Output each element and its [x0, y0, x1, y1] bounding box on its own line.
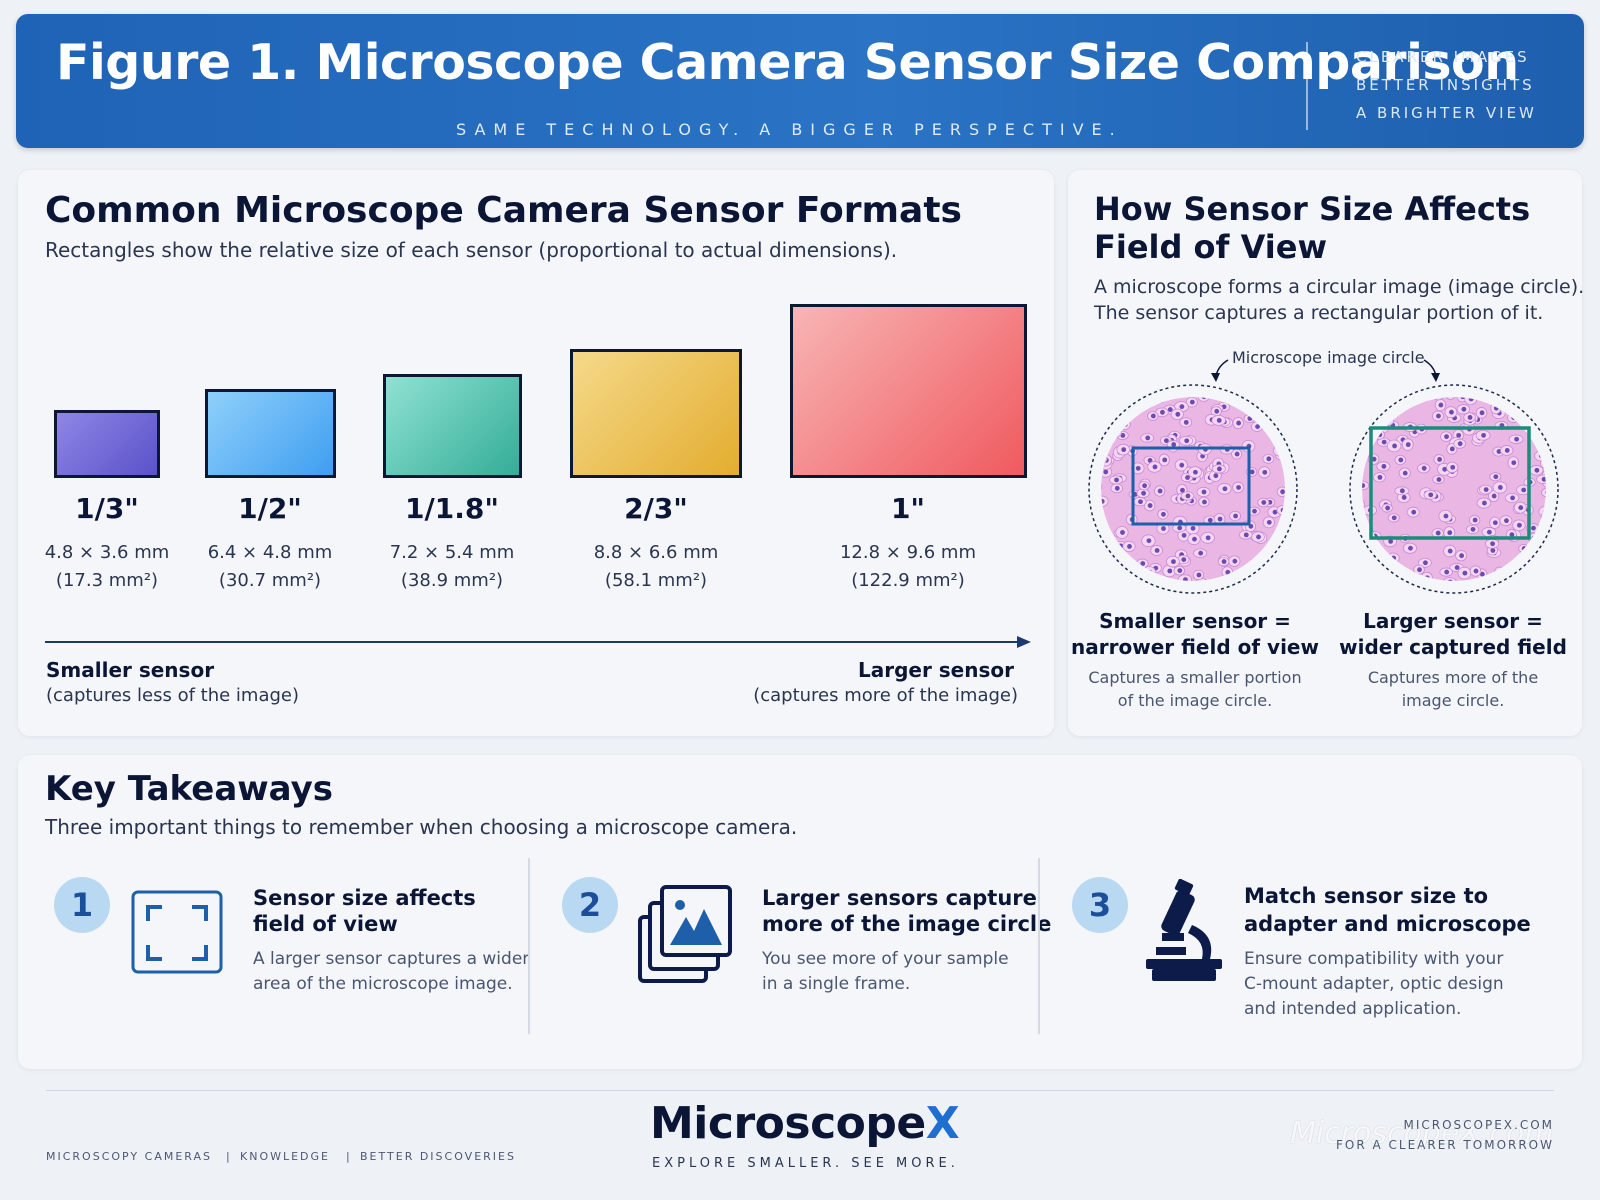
takeaway-2-title-2: more of the image circle	[762, 912, 1052, 936]
large-sensor-caption-title-2: wider captured field	[1339, 635, 1567, 659]
header-banner: Figure 1. Microscope Camera Sensor Size …	[16, 14, 1584, 148]
sensor-area: (38.9 mm²)	[400, 570, 504, 591]
brand-tagline: EXPLORE SMALLER. SEE MORE.	[652, 1156, 959, 1171]
sensor-rect-1-inch	[790, 304, 1027, 478]
size-arrow	[45, 636, 1031, 648]
image-circle-pointers	[1211, 359, 1440, 382]
tissue-sample	[1088, 384, 1298, 594]
stacked-images-icon	[638, 885, 732, 983]
formats-title: Common Microscope Camera Sensor Formats	[45, 190, 962, 231]
takeaway-divider	[1038, 858, 1040, 1034]
page-subtitle: SAME TECHNOLOGY. A BIGGER PERSPECTIVE.	[456, 120, 1123, 139]
takeaway-2-desc-1: You see more of your sample	[762, 949, 1009, 969]
brand-logo: MicroscopeX	[650, 1098, 960, 1149]
sensor-label: 1/2"	[238, 492, 302, 525]
takeaway-3-desc-3: and intended application.	[1244, 999, 1462, 1019]
takeaway-1-title-2: field of view	[253, 912, 398, 936]
sensor-dimensions: 7.2 × 5.4 mm	[389, 542, 515, 563]
takeaway-3-desc-2: C-mount adapter, optic design	[1244, 974, 1504, 994]
tagline-3: A BRIGHTER VIEW	[1356, 104, 1537, 122]
sensor-dimensions: 8.8 × 6.6 mm	[593, 542, 719, 563]
small-sensor-caption-title-1: Smaller sensor =	[1099, 609, 1291, 633]
fov-title-line1: How Sensor Size Affects	[1094, 190, 1531, 228]
microscope-icon	[1146, 879, 1222, 981]
footer-nav-separator: |	[346, 1150, 352, 1163]
sensor-label: 2/3"	[624, 492, 688, 525]
sensor-dimensions: 12.8 × 9.6 mm	[839, 542, 977, 563]
takeaways-description: Three important things to remember when …	[45, 815, 798, 839]
takeaway-number-2: 2	[562, 877, 618, 933]
brand-x: X	[925, 1098, 960, 1149]
sensor-formats-panel: Common Microscope Camera Sensor Formats …	[18, 170, 1054, 736]
sensor-area: (30.7 mm²)	[218, 570, 322, 591]
footer-site-link[interactable]: MICROSCOPEX.COM	[1403, 1118, 1554, 1132]
large-sensor-caption-desc-2: image circle.	[1401, 691, 1505, 710]
small-sensor-image-circle	[1086, 382, 1300, 596]
image-circle-label: Microscope image circle	[1232, 348, 1425, 367]
footer-nav-separator: |	[226, 1150, 232, 1163]
sensor-rect-1-2	[205, 389, 336, 478]
takeaway-3-title-2: adapter and microscope	[1244, 912, 1531, 936]
sensor-rect-2-3	[570, 349, 742, 478]
axis-left-note: (captures less of the image)	[46, 685, 299, 706]
takeaway-2-desc-2: in a single frame.	[762, 974, 911, 994]
axis-right-note: (captures more of the image)	[753, 685, 1018, 706]
takeaways-title: Key Takeaways	[45, 769, 333, 809]
sensor-rect-1-1-8	[383, 374, 522, 478]
sensor-area: (17.3 mm²)	[55, 570, 159, 591]
field-of-view-panel: How Sensor Size Affects Field of View A …	[1068, 170, 1585, 736]
axis-right-title: Larger sensor	[857, 658, 1014, 682]
fov-desc-line1: A microscope forms a circular image (ima…	[1094, 276, 1585, 298]
fov-desc-line2: The sensor captures a rectangular portio…	[1094, 302, 1544, 324]
tagline-1: CLEARER IMAGES	[1356, 48, 1530, 66]
header-divider	[1306, 42, 1308, 130]
sensor-dimensions: 6.4 × 4.8 mm	[207, 542, 333, 563]
takeaway-2-title-1: Larger sensors capture	[762, 886, 1037, 910]
axis-left-title: Smaller sensor	[46, 658, 215, 682]
formats-description: Rectangles show the relative size of eac…	[45, 238, 898, 262]
takeaway-3-title-1: Match sensor size to	[1244, 884, 1489, 908]
sensor-rect-1-3	[54, 410, 160, 478]
takeaway-divider	[528, 858, 530, 1034]
footer-nav-better-discoveries[interactable]: BETTER DISCOVERIES	[360, 1150, 516, 1163]
footer-nav-microscopy-cameras[interactable]: MICROSCOPY CAMERAS	[46, 1150, 212, 1163]
sensor-label: 1/1.8"	[405, 492, 499, 525]
footer-slogan: FOR A CLEARER TOMORROW	[1335, 1138, 1554, 1152]
sensor-label: 1"	[890, 492, 926, 525]
sensor-label: 1/3"	[75, 492, 139, 525]
takeaway-number-1: 1	[54, 877, 110, 933]
sensor-area: (122.9 mm²)	[851, 570, 965, 591]
large-sensor-caption-title-1: Larger sensor =	[1363, 609, 1543, 633]
small-sensor-caption-desc-1: Captures a smaller portion	[1088, 668, 1302, 687]
frame-corners-icon	[131, 890, 223, 974]
large-sensor-caption-desc-1: Captures more of the	[1367, 668, 1539, 687]
footer-nav-knowledge[interactable]: KNOWLEDGE	[240, 1150, 330, 1163]
takeaway-1-desc-1: A larger sensor captures a wider	[253, 949, 530, 969]
watermark: MicroscopeX.com	[1290, 1116, 1554, 1151]
footer-divider	[46, 1090, 1554, 1091]
small-sensor-caption-desc-2: of the image circle.	[1117, 691, 1273, 710]
takeaway-3-desc-1: Ensure compatibility with your	[1244, 949, 1504, 969]
takeaway-number-3: 3	[1072, 877, 1128, 933]
small-sensor-caption-title-2: narrower field of view	[1071, 635, 1319, 659]
sensor-area: (58.1 mm²)	[604, 570, 708, 591]
large-sensor-image-circle	[1347, 382, 1561, 596]
fov-title-line2: Field of View	[1094, 228, 1328, 266]
sensor-dimensions: 4.8 × 3.6 mm	[44, 542, 170, 563]
takeaway-1-desc-2: area of the microscope image.	[253, 974, 513, 994]
takeaway-1-title-1: Sensor size affects	[253, 886, 476, 910]
tagline-2: BETTER INSIGHTS	[1356, 76, 1535, 94]
page-title: Figure 1. Microscope Camera Sensor Size …	[56, 34, 1519, 91]
tissue-sample	[1349, 384, 1559, 594]
key-takeaways-panel: Key Takeaways Three important things to …	[18, 755, 1582, 1069]
brand-name: Microscope	[650, 1098, 926, 1149]
